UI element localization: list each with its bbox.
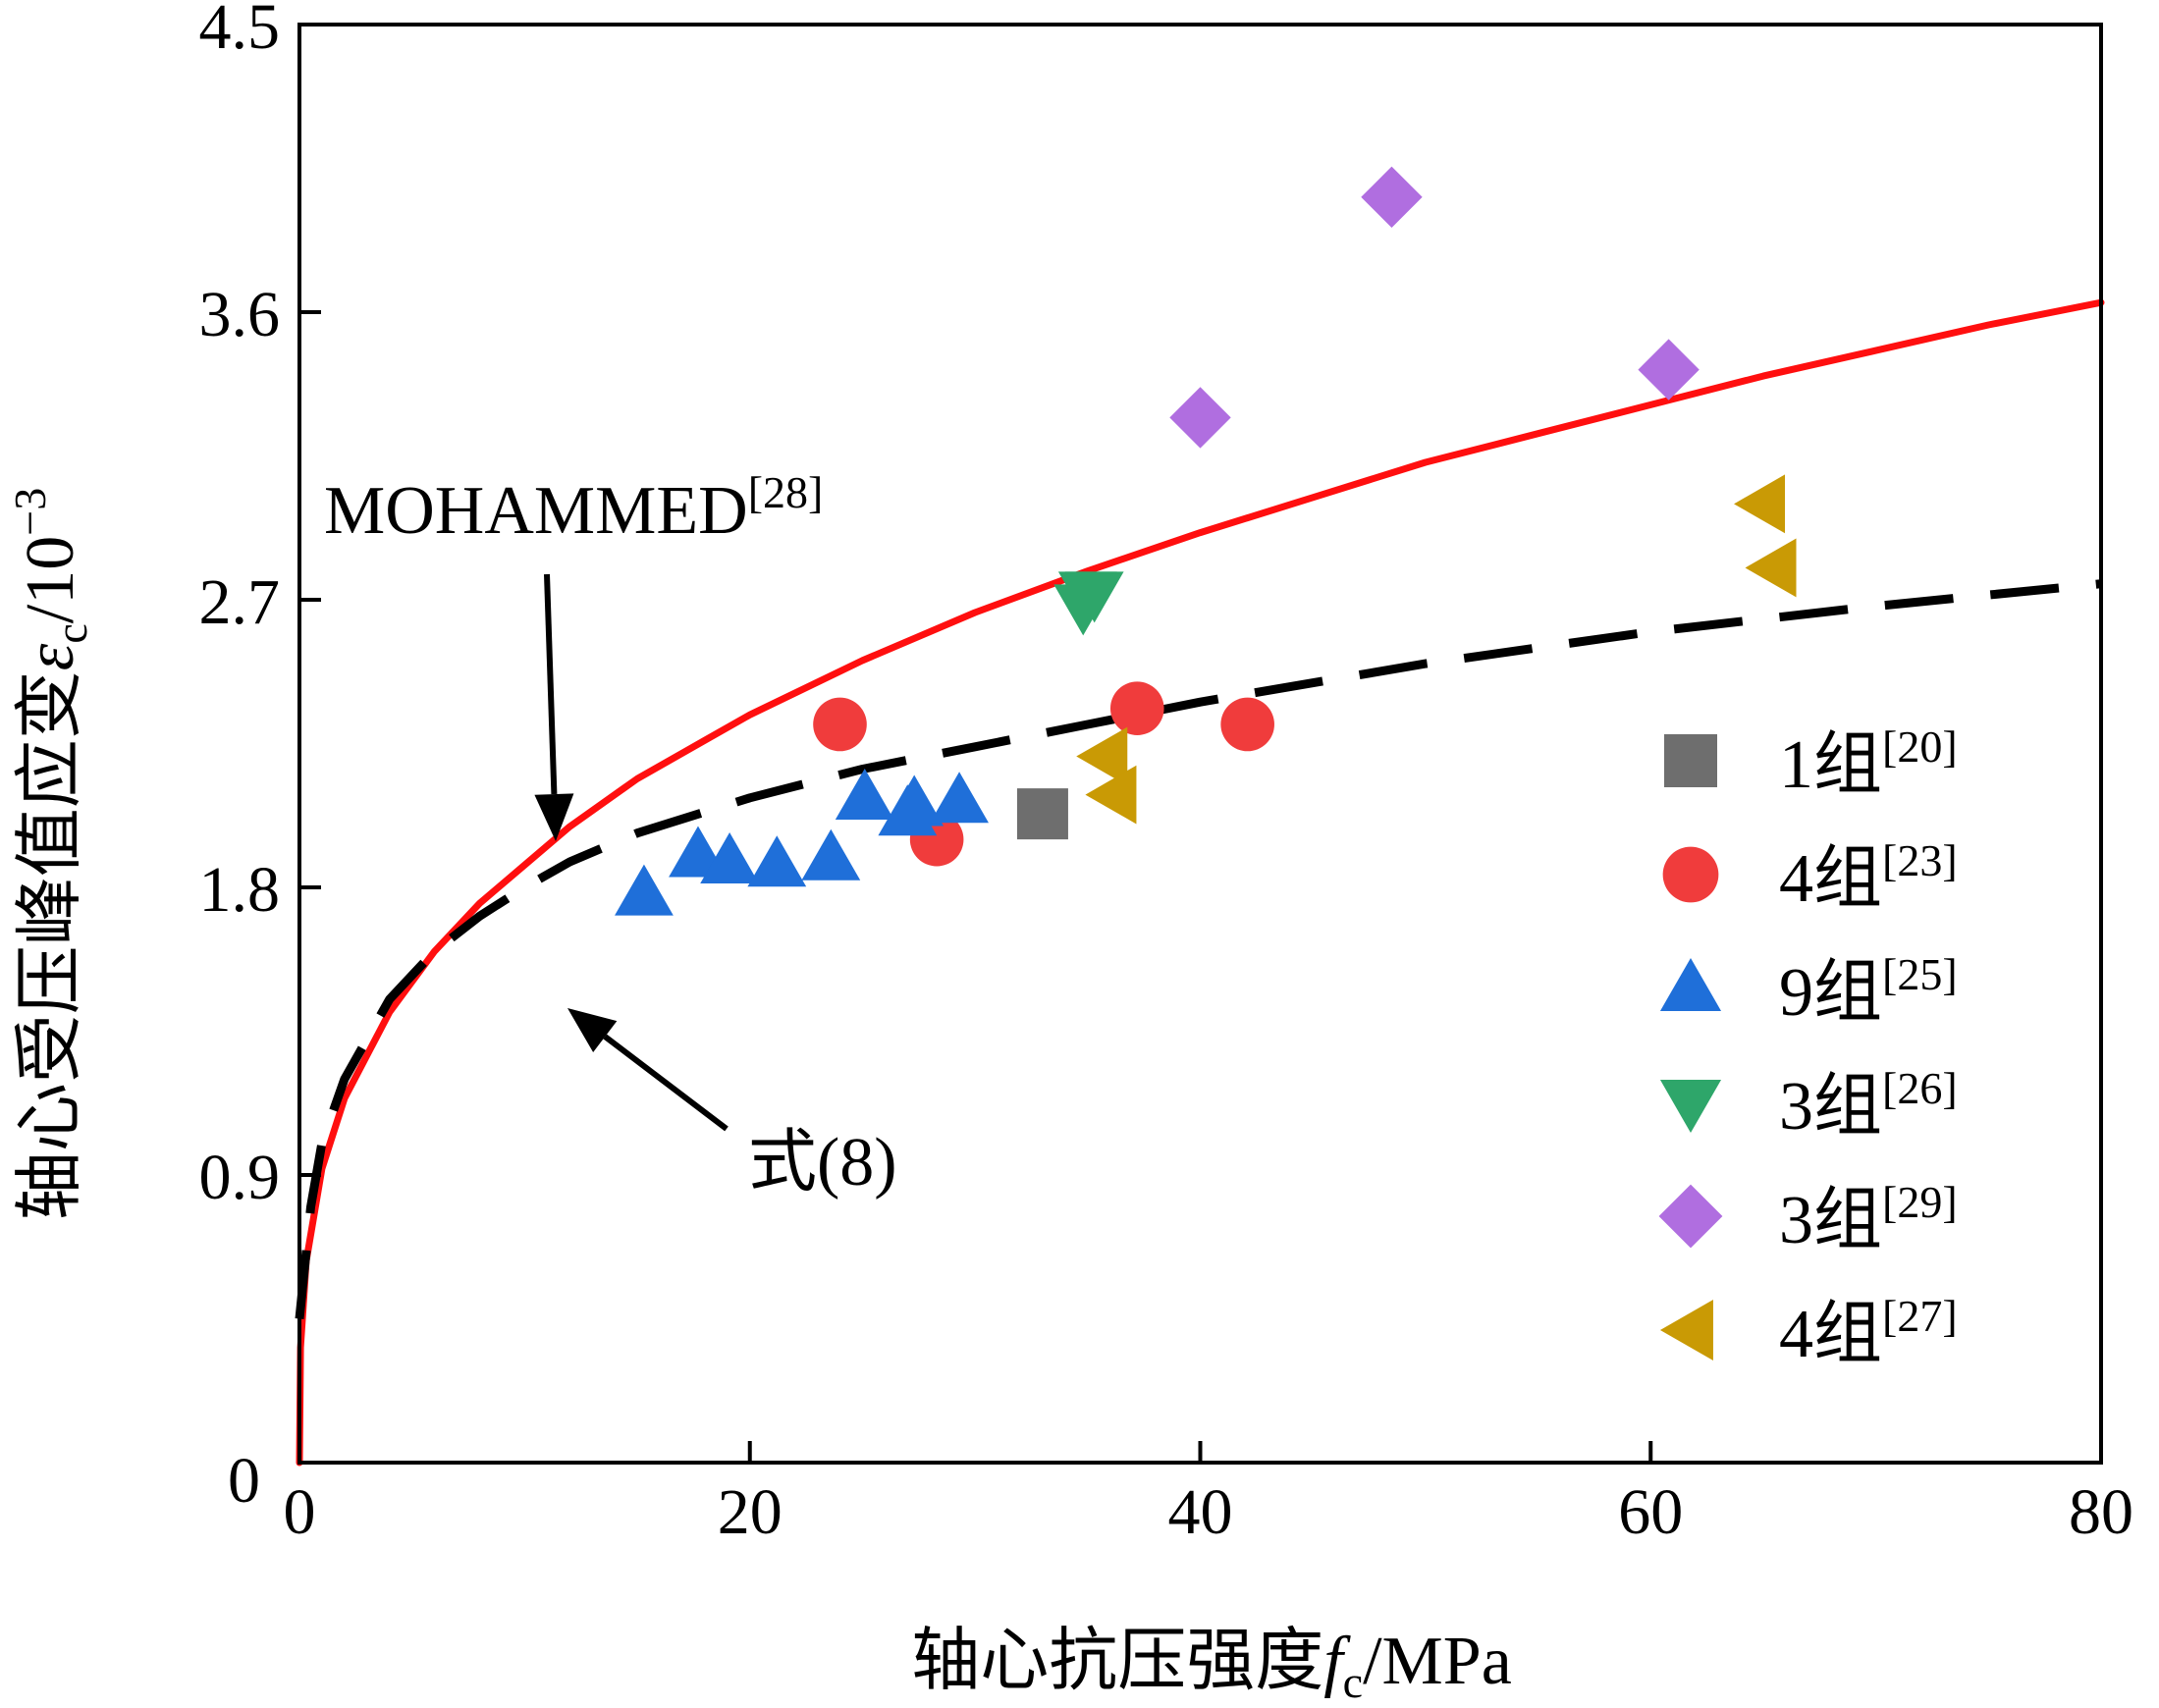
point-series5-2 xyxy=(1734,474,1786,534)
point-series4-2 xyxy=(1638,339,1700,400)
arrows-layer xyxy=(534,573,729,1132)
legend-marker-5 xyxy=(1659,1299,1713,1361)
annotation-mohammed: MOHAMMED[28] xyxy=(324,467,823,549)
svg-text:MOHAMMED[28]: MOHAMMED[28] xyxy=(324,467,823,549)
legend-label-5: 4组[27] xyxy=(1779,1291,1958,1372)
legend-label-3: 3组[26] xyxy=(1779,1063,1958,1145)
point-series1-0 xyxy=(813,697,867,752)
legend-marker-1 xyxy=(1662,846,1719,903)
point-series5-0 xyxy=(1076,726,1128,786)
y-tick-label-4: 4.5 xyxy=(199,0,281,63)
x-tick-label-4: 80 xyxy=(2069,1476,2133,1548)
legend-marker-4 xyxy=(1658,1184,1723,1249)
ticks-layer: 0 20 40 60 80 0.9 1.8 2.7 3.6 4.5 0 xyxy=(199,0,2134,1548)
arrow-eq8-shaft xyxy=(603,1034,729,1132)
y-tick-label-0: 0.9 xyxy=(199,1142,281,1213)
point-series2-7 xyxy=(885,774,945,827)
point-series4-1 xyxy=(1361,166,1423,228)
arrow-eq8 xyxy=(567,1008,729,1132)
x-tick-label-1: 20 xyxy=(718,1476,783,1548)
legend-marker-2 xyxy=(1659,957,1722,1011)
legend-label-1: 4组[23] xyxy=(1779,835,1958,917)
point-series2-5 xyxy=(835,768,894,820)
x-axis-title: 轴心抗压强度fc/MPa xyxy=(911,1624,1512,1707)
legend-marker-3 xyxy=(1659,1080,1722,1134)
curve-eq8 xyxy=(296,298,2105,1467)
x-tick-label-2: 40 xyxy=(1168,1476,1233,1548)
point-series2-2 xyxy=(700,832,760,884)
annotation-eq8: 式(8) xyxy=(748,1125,897,1201)
annotation-eq8-text: 式(8) xyxy=(748,1125,897,1201)
arrow-mohammed-head xyxy=(534,793,574,841)
markers-layer xyxy=(615,166,1797,916)
point-series2-8 xyxy=(930,772,989,824)
point-series1-2 xyxy=(1109,681,1164,735)
legend-label-2: 9组[25] xyxy=(1779,949,1958,1031)
curves-layer xyxy=(295,298,2105,1467)
point-series5-1 xyxy=(1085,765,1137,825)
y-tick-label-3: 3.6 xyxy=(199,279,281,350)
arrow-mohammed xyxy=(534,573,574,841)
y-tick-label-1: 1.8 xyxy=(199,854,281,926)
x-tick-label-0: 0 xyxy=(284,1476,316,1548)
legend-label-0: 1组[20] xyxy=(1779,721,1958,803)
arrow-eq8-head xyxy=(567,1008,618,1052)
x-tick-label-3: 60 xyxy=(1618,1476,1683,1548)
legend-label-4: 3组[29] xyxy=(1779,1177,1958,1258)
point-series2-0 xyxy=(615,864,674,916)
curve-mohammed xyxy=(295,579,2102,1319)
point-series3-2 xyxy=(1053,584,1113,636)
y-axis-title: 轴心受压峰值应变εc/10−3 xyxy=(5,488,96,1220)
legend: 1组[20] 4组[23] 9组[25] 3组[26] 3组[29] 4组[27] xyxy=(1658,721,1958,1372)
svg-text:轴心受压峰值应变εc/10−3: 轴心受压峰值应变εc/10−3 xyxy=(5,488,96,1220)
origin-tick-label: 0 xyxy=(228,1445,260,1517)
point-series2-3 xyxy=(747,835,807,887)
arrow-mohammed-shaft xyxy=(544,573,558,795)
y-tick-label-2: 2.7 xyxy=(199,566,281,638)
point-series4-0 xyxy=(1169,387,1231,449)
annotation-mohammed-ref: [28] xyxy=(748,467,824,517)
point-series5-3 xyxy=(1745,538,1797,598)
point-series1-3 xyxy=(1220,697,1274,752)
point-series2-4 xyxy=(801,828,861,881)
legend-marker-0 xyxy=(1664,734,1717,787)
point-series0-0 xyxy=(1016,788,1068,840)
annotation-mohammed-text: MOHAMMED xyxy=(324,473,748,549)
